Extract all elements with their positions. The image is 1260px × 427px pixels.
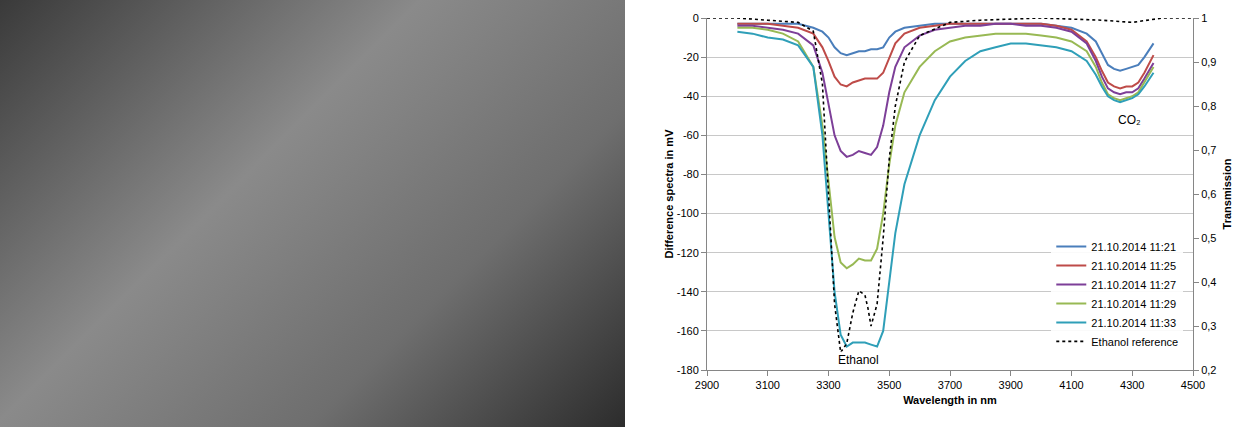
svg-text:4500: 4500 <box>1181 379 1205 391</box>
svg-text:0,3: 0,3 <box>1201 320 1216 332</box>
svg-text:21.10.2014 11:27: 21.10.2014 11:27 <box>1091 279 1176 291</box>
svg-text:3500: 3500 <box>877 379 901 391</box>
svg-text:0,8: 0,8 <box>1201 100 1216 112</box>
svg-text:3100: 3100 <box>756 379 780 391</box>
svg-text:3300: 3300 <box>816 379 840 391</box>
svg-text:Difference spectra in mV: Difference spectra in mV <box>663 129 675 259</box>
svg-text:2900: 2900 <box>695 379 719 391</box>
svg-text:4300: 4300 <box>1120 379 1144 391</box>
svg-text:Ethanol: Ethanol <box>838 353 879 367</box>
svg-text:CO₂: CO₂ <box>1118 113 1141 127</box>
svg-text:Wavelength in nm: Wavelength in nm <box>903 394 997 406</box>
svg-text:21.10.2014 11:29: 21.10.2014 11:29 <box>1091 298 1176 310</box>
svg-text:0: 0 <box>693 12 699 24</box>
svg-text:Transmission: Transmission <box>1221 158 1233 229</box>
svg-text:0,6: 0,6 <box>1201 188 1216 200</box>
svg-text:21.10.2014 11:21: 21.10.2014 11:21 <box>1091 241 1176 253</box>
svg-text:-60: -60 <box>683 129 699 141</box>
svg-text:3900: 3900 <box>999 379 1023 391</box>
svg-text:-40: -40 <box>683 90 699 102</box>
svg-text:0,2: 0,2 <box>1201 364 1216 376</box>
svg-text:21.10.2014 11:25: 21.10.2014 11:25 <box>1091 260 1176 272</box>
svg-text:-20: -20 <box>683 51 699 63</box>
svg-text:21.10.2014 11:33: 21.10.2014 11:33 <box>1091 317 1176 329</box>
svg-text:Ethanol reference: Ethanol reference <box>1091 336 1178 348</box>
svg-text:3700: 3700 <box>938 379 962 391</box>
svg-text:0,7: 0,7 <box>1201 144 1216 156</box>
svg-text:4100: 4100 <box>1059 379 1083 391</box>
svg-text:-140: -140 <box>677 286 699 298</box>
svg-text:0,9: 0,9 <box>1201 56 1216 68</box>
svg-text:-100: -100 <box>677 207 699 219</box>
svg-text:0,4: 0,4 <box>1201 276 1216 288</box>
svg-text:0,5: 0,5 <box>1201 232 1216 244</box>
svg-text:-160: -160 <box>677 325 699 337</box>
svg-text:1: 1 <box>1201 12 1207 24</box>
svg-text:-120: -120 <box>677 247 699 259</box>
svg-text:-80: -80 <box>683 168 699 180</box>
svg-text:-180: -180 <box>677 364 699 376</box>
